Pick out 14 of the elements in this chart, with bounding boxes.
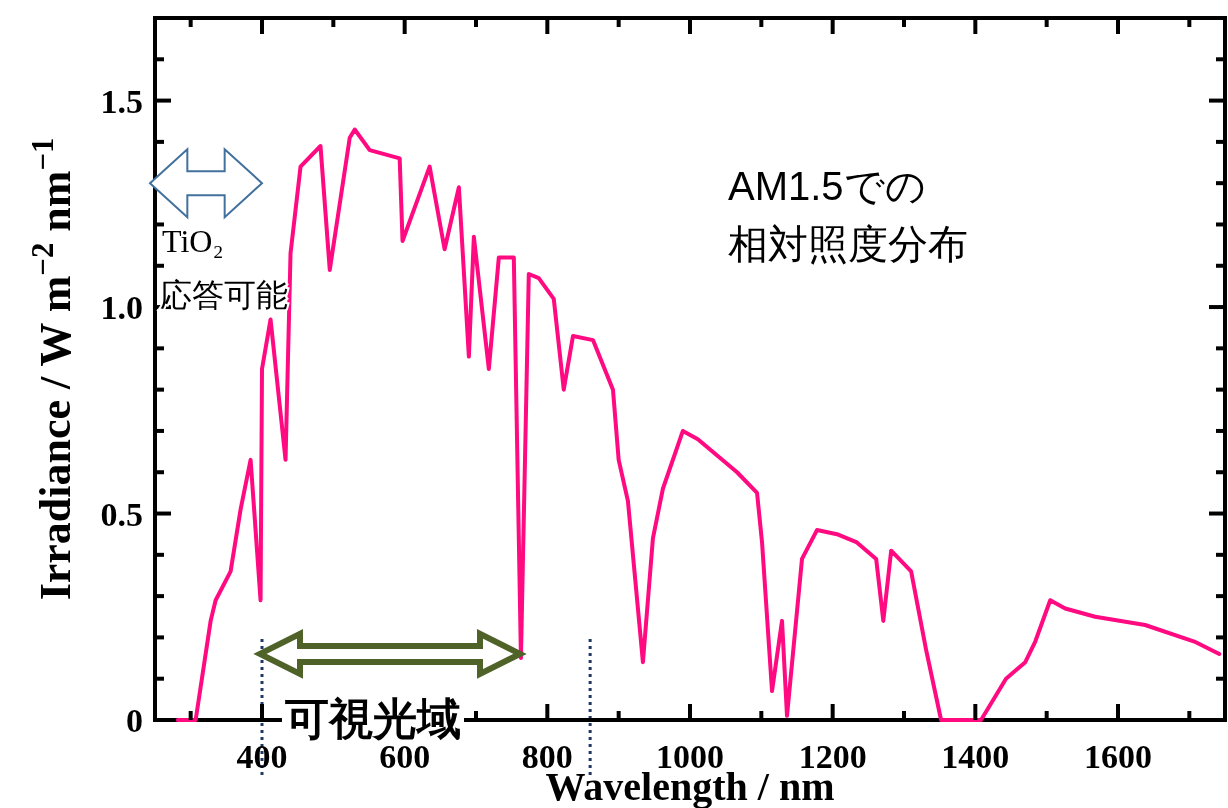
annotation: 相対照度分布 (728, 222, 968, 266)
annotation: 応答可能 (160, 277, 288, 313)
y-tick-label: 0 (126, 702, 143, 739)
annotation: 可視光域 (285, 694, 461, 743)
annotation: AM1.5での (728, 164, 926, 208)
x-tick-label: 1400 (941, 738, 1010, 775)
y-tick-label: 0.5 (100, 495, 143, 533)
x-tick-label: 400 (236, 738, 288, 775)
x-tick-label: 1200 (798, 738, 867, 775)
annotation: TiO₂ (162, 223, 224, 259)
y-tick-label: 1.0 (100, 289, 143, 327)
x-tick-label: 1000 (656, 738, 724, 775)
x-tick-label: 1600 (1084, 738, 1152, 775)
y-tick-label: 1.5 (100, 82, 143, 120)
